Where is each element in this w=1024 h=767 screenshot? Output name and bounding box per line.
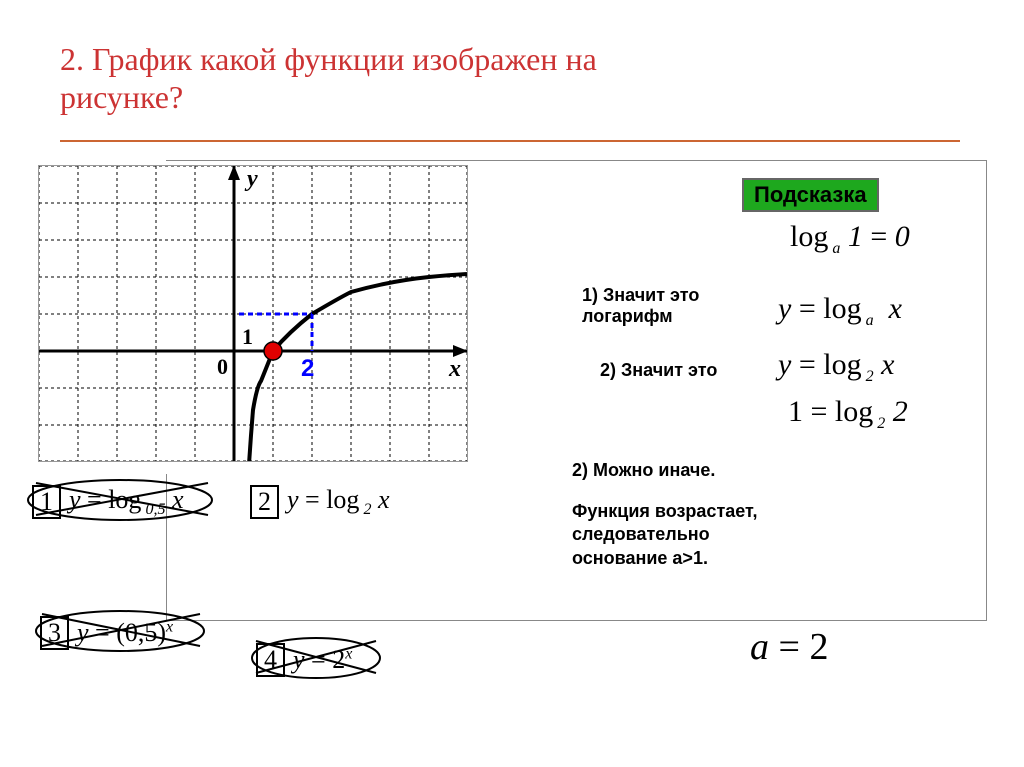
title-underline xyxy=(60,140,960,142)
expl-4b: следовательно xyxy=(572,524,710,544)
answer-2-num: 2 xyxy=(250,485,279,519)
formula-a2: a = 2 xyxy=(750,625,828,669)
answer-1-num: 1 xyxy=(32,485,61,519)
formula-loga1: log a 1 = 0 xyxy=(790,220,910,258)
answer-2: 2 y = log 2 x xyxy=(250,485,389,519)
answer-4: 4 y = 2x xyxy=(256,643,1024,677)
answer-3-num: 3 xyxy=(40,616,69,650)
title-line-1: 2. График какой функции изображен на xyxy=(60,41,597,77)
hint-box: Подсказка xyxy=(742,178,879,212)
expl-4c: основание a>1. xyxy=(572,548,708,568)
title-line-2: рисунке? xyxy=(60,79,183,115)
expl-1a: 1) Значит это xyxy=(582,285,699,305)
explanation-1: 1) Значит это логарифм xyxy=(582,285,699,327)
explanation-2: 2) Значит это xyxy=(600,360,717,381)
x-axis-label: x xyxy=(448,356,461,382)
answer-1-formula: y = log 0,5 x xyxy=(69,485,183,519)
origin-label: 0 xyxy=(217,354,228,379)
y-axis-label: y xyxy=(244,166,258,192)
answer-4-num: 4 xyxy=(256,643,285,677)
chart-svg: y x 0 1 2 xyxy=(39,166,467,461)
expl-1b: логарифм xyxy=(582,306,673,326)
hint-label: Подсказка xyxy=(754,182,867,207)
answer-2-formula: y = log 2 x xyxy=(287,485,389,519)
two-label: 2 xyxy=(301,355,314,382)
answer-1: 1 y = log 0,5 x xyxy=(32,485,1024,519)
answer-3-formula: y = (0,5)x xyxy=(77,618,173,648)
formula-logax: y = log a x xyxy=(778,292,902,330)
expl-2: 2) Значит это xyxy=(600,360,717,380)
answer-4-formula: y = 2x xyxy=(293,645,352,675)
red-marker xyxy=(264,342,282,360)
expl-3: 2) Можно иначе. xyxy=(572,460,715,480)
explanation-3: 2) Можно иначе. xyxy=(572,460,715,481)
one-y-label: 1 xyxy=(242,324,253,349)
slide-title: 2. График какой функции изображен на рис… xyxy=(60,40,597,117)
formula-1log22: 1 = log 2 2 xyxy=(788,395,908,433)
log-chart: y x 0 1 2 xyxy=(38,165,468,462)
formula-log2x: y = log 2 x xyxy=(778,348,894,386)
log-curve xyxy=(248,274,467,461)
